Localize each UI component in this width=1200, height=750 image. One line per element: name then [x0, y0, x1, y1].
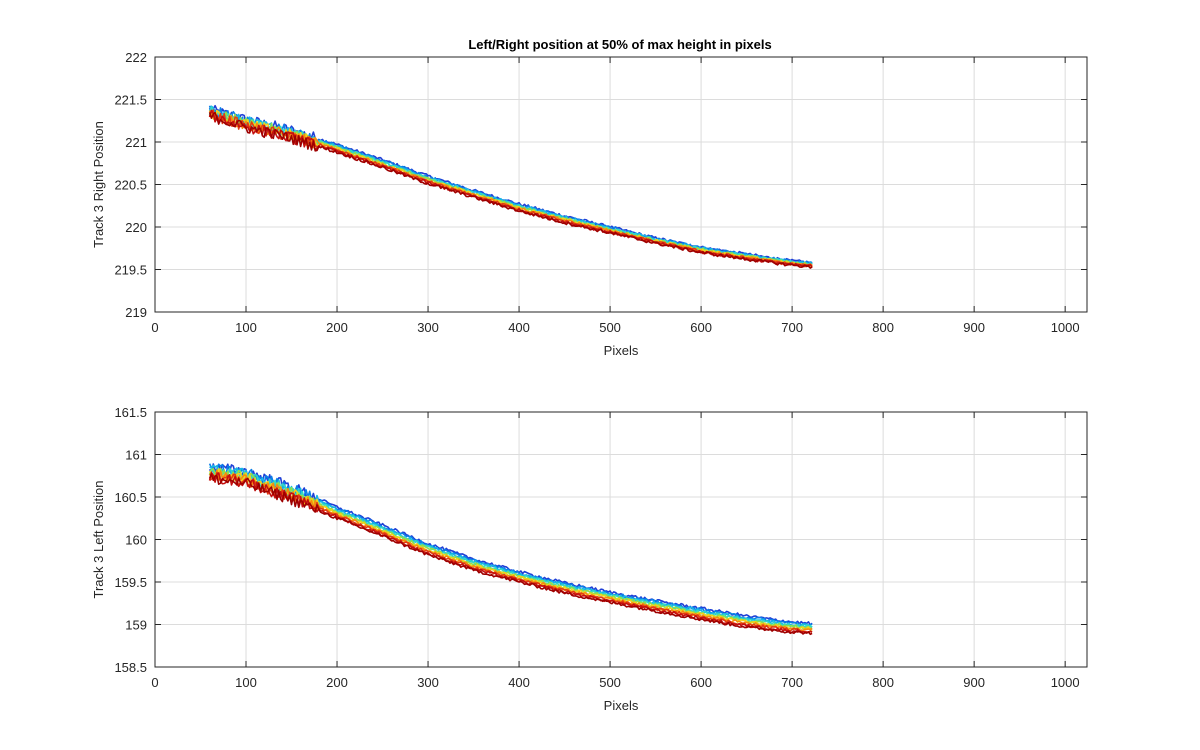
left-position-x-tick-label: 700 — [781, 675, 803, 690]
right-position-series-group — [208, 104, 813, 269]
axes-left-position: 0 100 200 300 400 500 600 700 800 900 1000 158.5 159… — [91, 405, 1088, 713]
right-position-x-tick-label: 500 — [599, 320, 621, 335]
right-position-y-axis-label: Track 3 Right Position — [91, 121, 106, 248]
left-position-y-tick-label: 160 — [125, 533, 147, 548]
left-position-y-tick-label: 160.5 — [114, 490, 147, 505]
right-position-x-tick-label: 300 — [417, 320, 439, 335]
right-position-x-tick-label: 700 — [781, 320, 803, 335]
right-position-x-tick-label: 1000 — [1051, 320, 1080, 335]
left-position-x-tick-label: 400 — [508, 675, 530, 690]
left-position-y-tick-label: 161 — [125, 448, 147, 463]
left-position-x-tick-label: 300 — [417, 675, 439, 690]
left-position-x-tick-label: 600 — [690, 675, 712, 690]
right-position-y-tick-label: 221.5 — [114, 93, 147, 108]
right-position-x-tick-label: 0 — [151, 320, 158, 335]
right-position-y-tick-label: 219 — [125, 305, 147, 320]
left-position-x-axis-label: Pixels — [604, 698, 639, 713]
right-position-series-line-10 — [208, 111, 813, 269]
right-position-x-tick-label: 900 — [963, 320, 985, 335]
left-position-y-tick-label: 158.5 — [114, 660, 147, 675]
right-position-x-axis-label: Pixels — [604, 343, 639, 358]
left-position-series-line-10 — [208, 473, 813, 636]
right-position-y-tick-label: 220 — [125, 220, 147, 235]
left-position-y-tick-label: 159 — [125, 618, 147, 633]
left-position-x-tick-label: 800 — [872, 675, 894, 690]
right-position-y-tick-label: 221 — [125, 135, 147, 150]
left-position-x-tick-label: 200 — [326, 675, 348, 690]
left-position-y-axis-label: Track 3 Left Position — [91, 480, 106, 598]
left-position-x-tick-label: 900 — [963, 675, 985, 690]
right-position-x-tick-label: 800 — [872, 320, 894, 335]
left-position-x-tick-label: 1000 — [1051, 675, 1080, 690]
axes-right-position: 0 100 200 300 400 500 600 700 800 900 1000 219 219.5… — [91, 50, 1088, 358]
left-position-y-tick-label: 159.5 — [114, 575, 147, 590]
left-position-x-tick-label: 500 — [599, 675, 621, 690]
right-position-x-tick-label: 200 — [326, 320, 348, 335]
right-position-x-tick-label: 600 — [690, 320, 712, 335]
figure-title: Left/Right position at 50% of max height… — [468, 37, 771, 52]
right-position-y-tick-label: 219.5 — [114, 263, 147, 278]
right-position-y-tick-label: 222 — [125, 50, 147, 65]
right-position-x-tick-label: 100 — [235, 320, 257, 335]
right-position-y-tick-label: 220.5 — [114, 178, 147, 193]
right-position-x-tick-label: 400 — [508, 320, 530, 335]
left-position-series-group — [208, 463, 813, 636]
left-position-y-tick-label: 161.5 — [114, 405, 147, 420]
left-position-x-tick-label: 0 — [151, 675, 158, 690]
left-position-x-tick-label: 100 — [235, 675, 257, 690]
right-position-series-line-9 — [208, 109, 813, 268]
